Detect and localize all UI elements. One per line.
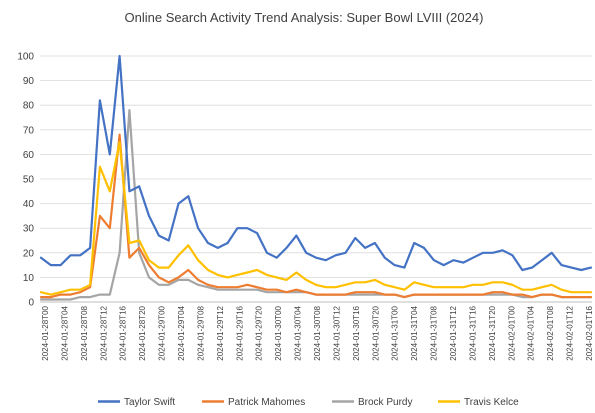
x-tick-label: 2024-01-31T20 <box>488 305 497 360</box>
series-line-taylor-swift <box>39 54 593 272</box>
y-tick-label: 80 <box>23 101 35 112</box>
chart-title: Online Search Activity Trend Analysis: S… <box>125 10 484 25</box>
x-tick-label: 2024-01-31T00 <box>391 305 400 360</box>
y-tick-label: 10 <box>23 273 35 284</box>
y-tick-label: 70 <box>23 125 35 136</box>
x-tick-label: 2024-01-29T00 <box>158 305 167 360</box>
x-tick-label: 2024-01-30T04 <box>294 305 303 360</box>
y-tick-label: 40 <box>23 199 35 210</box>
y-tick-label: 20 <box>23 248 35 259</box>
x-tick-label: 2024-01-31T12 <box>449 305 458 360</box>
x-tick-label: 2024-01-30T12 <box>332 305 341 360</box>
legend-label: Travis Kelce <box>464 397 519 408</box>
x-tick-label: 2024-01-30T16 <box>352 305 361 360</box>
x-axis-ticks: 2024-01-28T00 2024-01-28T04 2024-01-28T08 2… <box>41 305 594 360</box>
legend: Taylor Swift Patrick Mahomes Brock Purdy Tr… <box>98 397 519 408</box>
y-tick-label: 30 <box>23 224 35 235</box>
x-tick-label: 2024-02-01T00 <box>507 305 516 360</box>
legend-label: Taylor Swift <box>124 397 175 408</box>
x-tick-label: 2024-01-29T08 <box>196 305 205 360</box>
x-tick-label: 2024-01-31T08 <box>430 305 439 360</box>
x-tick-label: 2024-01-31T04 <box>410 305 419 360</box>
x-tick-label: 2024-01-28T12 <box>99 305 108 360</box>
series-line-brock-purdy <box>39 108 593 301</box>
x-tick-label: 2024-01-28T16 <box>119 305 128 360</box>
x-tick-label: 2024-01-28T00 <box>41 305 50 360</box>
x-tick-label: 2024-01-29T04 <box>177 305 186 360</box>
x-tick-label: 2024-01-30T00 <box>274 305 283 360</box>
x-tick-label: 2024-01-28T04 <box>60 305 69 360</box>
y-tick-label: 100 <box>17 52 34 63</box>
series-line-patrick-mahomes <box>39 133 593 299</box>
x-tick-label: 2024-02-01T16 <box>585 305 594 360</box>
legend-label: Brock Purdy <box>358 397 412 408</box>
x-tick-label: 2024-02-01T12 <box>566 305 575 360</box>
x-tick-label: 2024-01-30T20 <box>371 305 380 360</box>
series-line-travis-kelce <box>39 141 593 296</box>
y-tick-label: 60 <box>23 150 35 161</box>
x-tick-label: 2024-01-30T08 <box>313 305 322 360</box>
x-tick-label: 2024-01-29T16 <box>235 305 244 360</box>
y-tick-label: 0 <box>28 298 34 309</box>
y-tick-label: 90 <box>23 76 35 87</box>
legend-label: Patrick Mahomes <box>228 397 305 408</box>
x-tick-label: 2024-01-28T08 <box>80 305 89 360</box>
x-tick-label: 2024-01-28T20 <box>138 305 147 360</box>
x-tick-label: 2024-02-01T04 <box>527 305 536 360</box>
x-tick-label: 2024-01-31T16 <box>468 305 477 360</box>
y-axis-ticks: 0 10 20 30 40 50 60 70 80 90 100 <box>17 52 34 309</box>
y-tick-label: 50 <box>23 175 35 186</box>
x-tick-label: 2024-01-29T12 <box>216 305 225 360</box>
x-tick-label: 2024-02-01T08 <box>546 305 555 360</box>
series-lines <box>39 54 593 301</box>
x-tick-label: 2024-01-29T20 <box>255 305 264 360</box>
